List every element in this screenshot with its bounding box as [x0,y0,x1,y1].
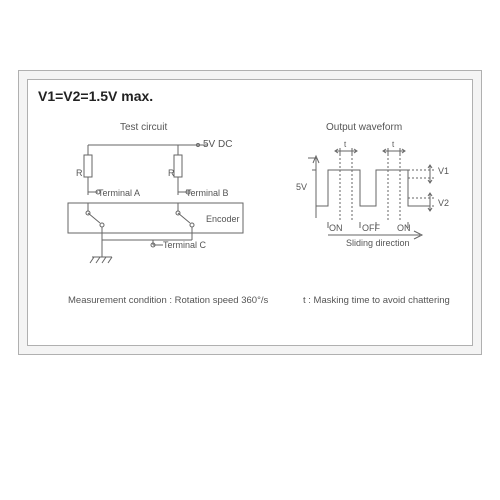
footer-right: t : Masking time to avoid chattering [303,295,450,306]
footer-left: Measurement condition : Rotation speed 3… [68,295,268,306]
outer-frame: V1=V2=1.5V max. Test circuit 5V DC R R T… [18,70,482,355]
v-axis-label: 5V [296,182,307,192]
waveform-title: Output waveform [326,122,402,133]
page-root: V1=V2=1.5V max. Test circuit 5V DC R R T… [0,0,500,500]
circuit-title: Test circuit [120,122,167,133]
inner-frame: V1=V2=1.5V max. Test circuit 5V DC R R T… [27,79,473,346]
waveform-diagram [308,138,468,258]
heading: V1=V2=1.5V max. [38,88,153,104]
test-circuit-diagram [58,135,258,295]
